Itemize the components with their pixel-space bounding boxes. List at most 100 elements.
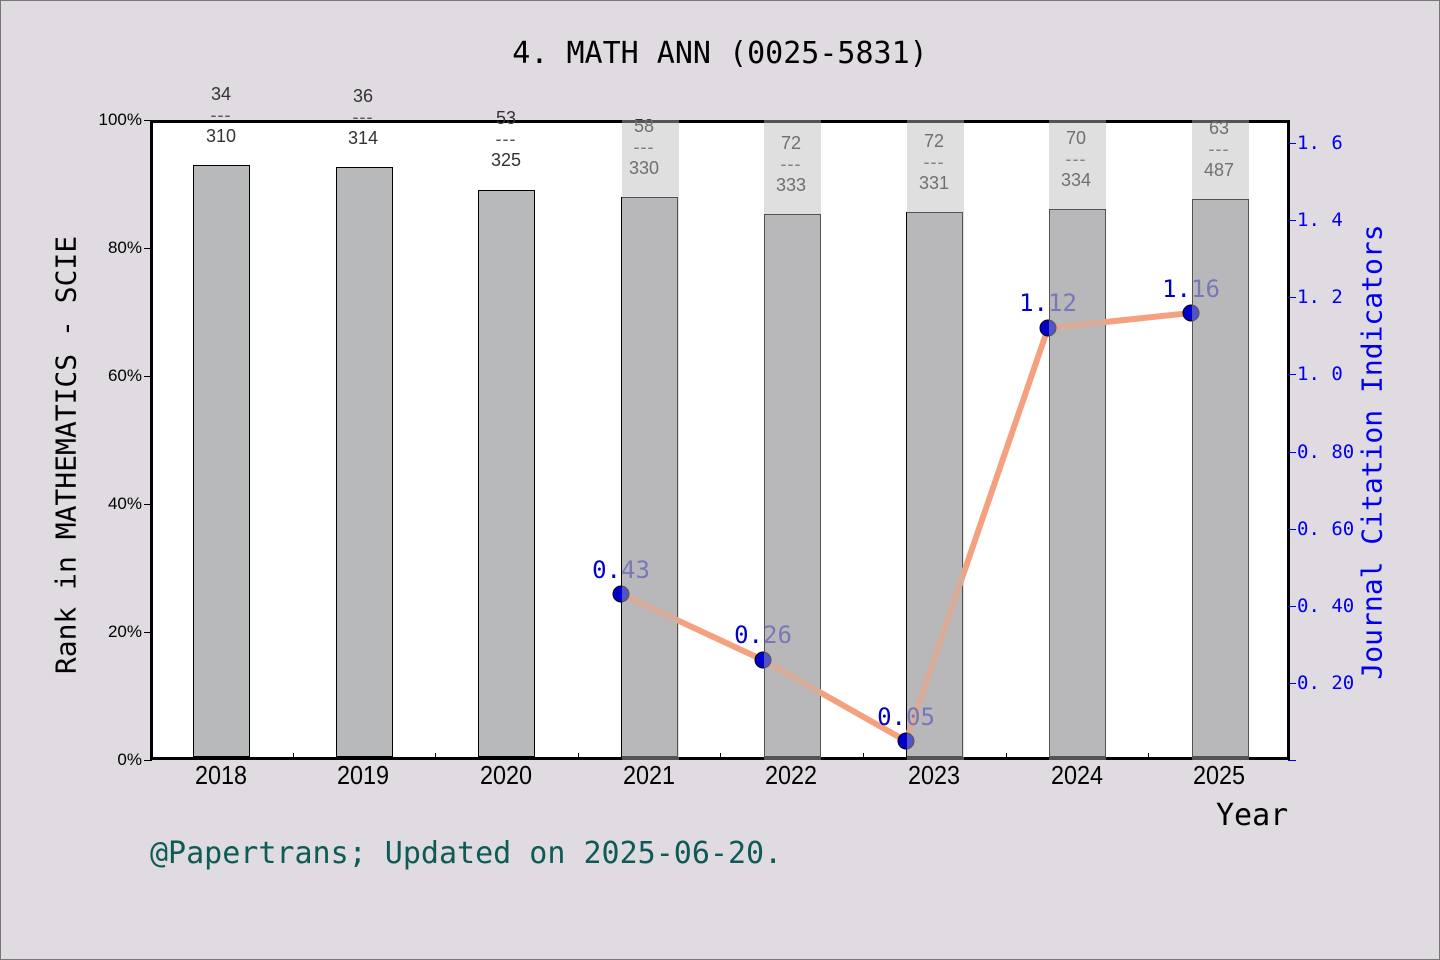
jci-frac: 12 [1048, 289, 1077, 317]
left-tick-mark [144, 632, 152, 633]
right-tick-mark [1288, 683, 1296, 684]
jci-label-2021: 0.43 [592, 556, 650, 584]
ratio-divider: --- [923, 152, 945, 172]
x-tick-label: 2018 [194, 760, 248, 790]
footer-credit: @Papertrans; Updated on 2025-06-20. [150, 836, 783, 871]
left-tick-mark [144, 120, 152, 121]
rank-value: 63 [1208, 118, 1230, 138]
right-tick-label: 0. 80 [1297, 441, 1355, 463]
jci-frac: 26 [763, 621, 792, 649]
ratio-divider: --- [1065, 149, 1087, 169]
left-tick-mark [144, 248, 152, 249]
bar-label-2022: 72 --- 333 [761, 133, 821, 196]
jci-label-2022: 0.26 [734, 621, 792, 649]
total-value: 334 [1060, 170, 1092, 190]
x-tick-label: 2020 [479, 760, 533, 790]
x-tick-label: 2019 [336, 760, 390, 790]
right-tick-mark [1288, 374, 1296, 375]
rank-value: 36 [352, 86, 374, 106]
ratio-divider: --- [633, 137, 655, 157]
bar-label-2018: 34 --- 310 [191, 84, 251, 147]
bar-label-2019: 36 --- 314 [333, 86, 393, 149]
chart-title: 4. MATH ANN (0025-5831) [512, 36, 928, 71]
x-minor-tick [435, 753, 436, 760]
rank-value: 72 [923, 131, 945, 151]
left-tick-label: 60% [107, 366, 142, 385]
bar-label-2023: 72 --- 331 [904, 131, 964, 194]
jci-int: 1. [1019, 289, 1048, 317]
right-tick-label: 0. 60 [1297, 518, 1355, 540]
right-axis-title: Journal Citation Indicators [1355, 224, 1389, 680]
jci-frac: 16 [1191, 275, 1220, 303]
rank-value: 53 [495, 108, 517, 128]
jci-markers [612, 304, 1200, 750]
x-tick-label: 2025 [1192, 760, 1246, 790]
rank-value: 34 [210, 84, 232, 104]
x-minor-tick [863, 753, 864, 760]
bar-2024 [1049, 209, 1106, 757]
right-tick-label: 0. 20 [1297, 672, 1355, 694]
left-tick-label: 80% [107, 238, 142, 257]
jci-int: 0. [734, 621, 763, 649]
x-minor-tick [578, 753, 579, 760]
jci-int: 0. [877, 703, 906, 731]
bar-label-2025: 63 --- 487 [1189, 118, 1249, 181]
right-tick-mark [1288, 220, 1296, 221]
bar-2021 [621, 197, 678, 757]
jci-int: 0. [592, 556, 621, 584]
rank-value: 70 [1065, 128, 1087, 148]
left-tick-label: 100% [98, 110, 142, 129]
right-tick-mark [1288, 760, 1296, 761]
ratio-divider: --- [495, 129, 517, 149]
jci-frac: 05 [906, 703, 935, 731]
left-axis-title: Rank in MATHEMATICS - SCIE [49, 235, 83, 675]
x-minor-tick [720, 753, 721, 760]
jci-label-2024: 1.12 [1019, 289, 1077, 317]
total-value: 333 [775, 175, 807, 195]
x-axis-title: Year [1216, 798, 1289, 833]
right-tick-mark [1288, 143, 1296, 144]
total-value: 487 [1203, 160, 1235, 180]
left-tick-mark [144, 760, 152, 761]
x-tick-label: 2024 [1050, 760, 1104, 790]
plot-area [150, 120, 1290, 760]
bar-2025 [1192, 199, 1249, 757]
total-value: 331 [918, 173, 950, 193]
bar-2019 [336, 167, 393, 757]
jci-frac: 43 [621, 556, 650, 584]
ratio-divider: --- [780, 154, 802, 174]
right-tick-mark [1288, 297, 1296, 298]
jci-label-2025: 1.16 [1162, 275, 1220, 303]
right-tick-label: 1. 6 [1297, 132, 1343, 154]
left-tick-label: 0% [117, 750, 142, 769]
bar-2018 [193, 165, 250, 757]
total-value: 310 [205, 126, 237, 146]
jci-label-2023: 0.05 [877, 703, 935, 731]
right-tick-mark [1288, 529, 1296, 530]
x-minor-tick [1148, 753, 1149, 760]
right-tick-label: 1. 0 [1297, 363, 1343, 385]
rank-value: 58 [633, 116, 655, 136]
bar-label-2020: 53 --- 325 [476, 108, 536, 171]
right-tick-label: 1. 4 [1297, 209, 1343, 231]
right-tick-mark [1288, 452, 1296, 453]
right-tick-label: 1. 2 [1297, 286, 1343, 308]
left-tick-mark [144, 376, 152, 377]
total-value: 325 [490, 150, 522, 170]
bar-label-2024: 70 --- 334 [1046, 128, 1106, 191]
left-tick-mark [144, 504, 152, 505]
x-minor-tick [293, 753, 294, 760]
left-tick-label: 40% [107, 494, 142, 513]
left-tick-label: 20% [107, 622, 142, 641]
total-value: 330 [628, 158, 660, 178]
x-tick-label: 2023 [907, 760, 961, 790]
right-tick-label: 0. 40 [1297, 595, 1355, 617]
x-tick-label: 2022 [764, 760, 818, 790]
x-tick-label: 2021 [622, 760, 676, 790]
x-minor-tick [1006, 753, 1007, 760]
rank-value: 72 [780, 133, 802, 153]
ratio-divider: --- [210, 105, 232, 125]
bar-2020 [478, 190, 535, 757]
jci-int: 1. [1162, 275, 1191, 303]
